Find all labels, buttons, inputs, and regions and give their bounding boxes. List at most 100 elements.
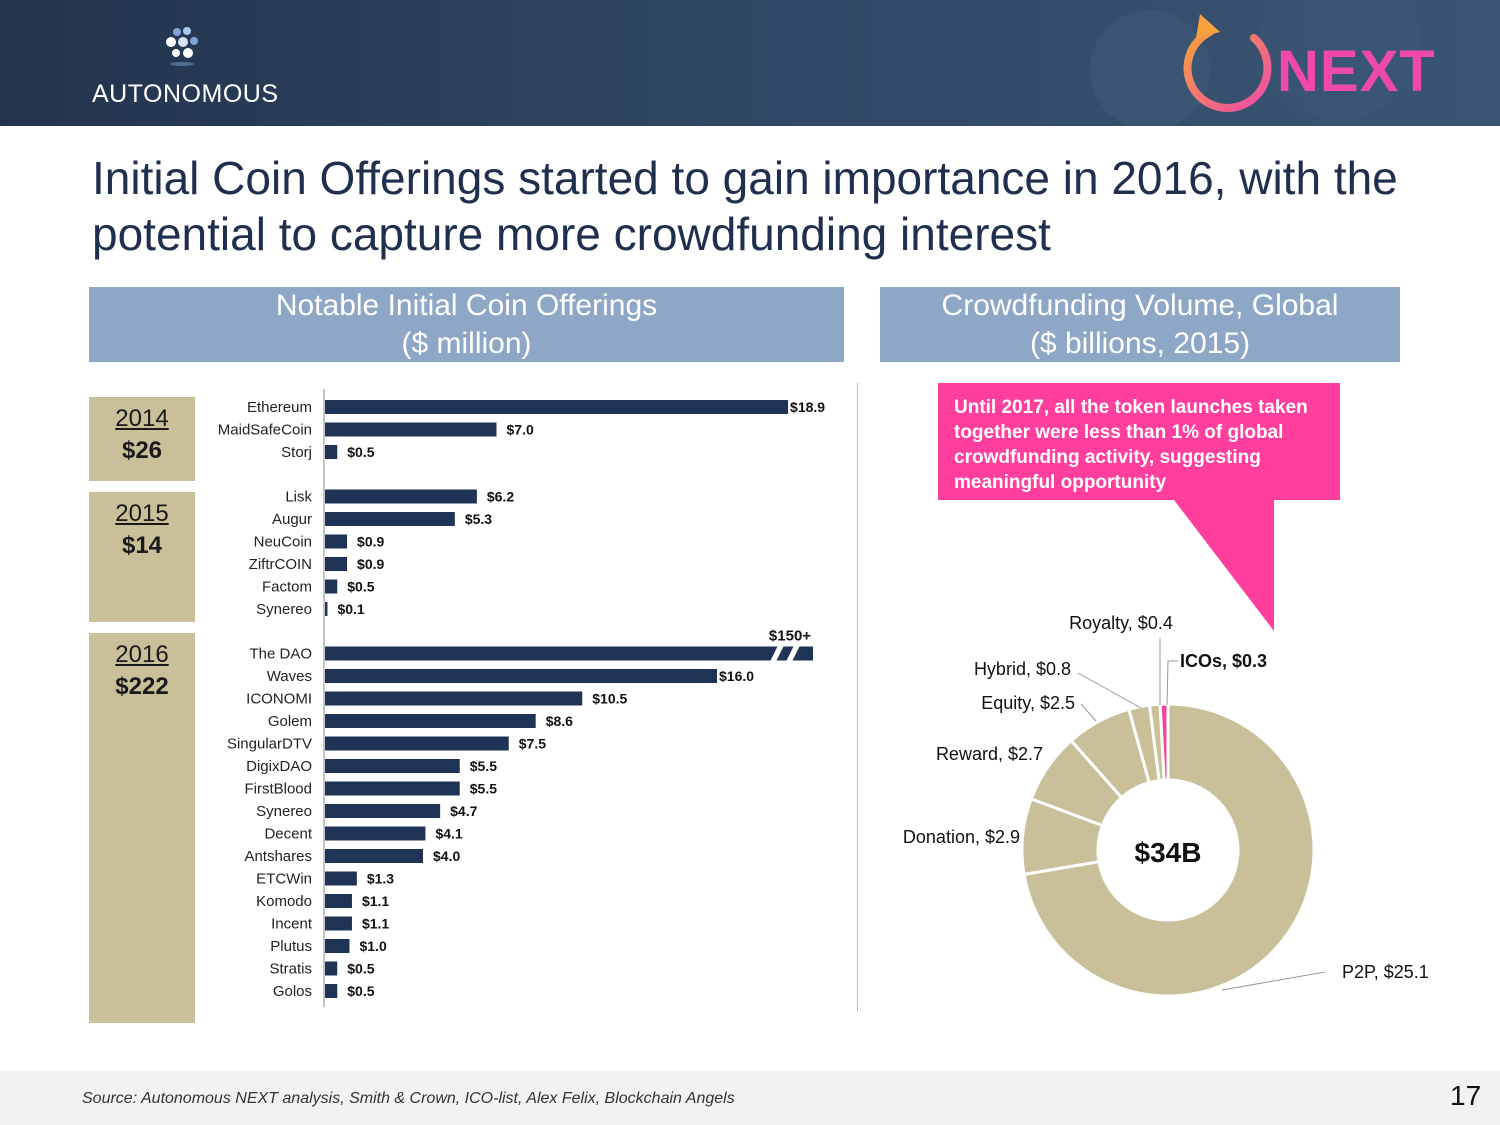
bar [325, 512, 455, 526]
bar [325, 534, 348, 549]
category-label: Golos [273, 983, 312, 1000]
center-label: $34B [1135, 837, 1202, 868]
category-label: SingularDTV [227, 736, 312, 753]
next-logo-icon [1183, 14, 1272, 112]
bar [325, 939, 350, 953]
value-label: $16.0 [719, 668, 754, 684]
bar [325, 984, 338, 998]
bar [325, 759, 460, 773]
year-box-2016: 2016 $222 [89, 633, 195, 1023]
right-panel-header: Crowdfunding Volume, Global ($ billions,… [880, 287, 1400, 362]
category-label: Decent [264, 826, 312, 843]
value-label: $5.5 [470, 781, 497, 797]
category-label: Synereo [256, 803, 312, 820]
break-mark [770, 645, 784, 662]
bar [325, 916, 352, 931]
category-label: Plutus [270, 938, 312, 955]
bar [325, 781, 460, 796]
page-number: 17 [1450, 1080, 1482, 1111]
bar [325, 961, 338, 976]
leader-line [1077, 672, 1142, 709]
bar [325, 714, 536, 728]
category-label: The DAO [249, 646, 312, 663]
category-label: Factom [262, 579, 312, 596]
pie-slice [1158, 702, 1170, 782]
value-label: $0.5 [347, 444, 374, 460]
year-label: 2014 [115, 405, 169, 432]
header-decoration [1090, 0, 1420, 126]
value-label: $7.5 [519, 736, 546, 752]
bar [325, 826, 426, 841]
value-label: $1.1 [362, 916, 389, 932]
category-label: Storj [281, 444, 312, 461]
category-label: Golem [268, 713, 312, 730]
year-box-2014: 2014 $26 [89, 397, 195, 481]
break-mark [786, 645, 800, 662]
value-label: $150+ [769, 628, 811, 645]
slice-label: ICOs, $0.3 [1180, 651, 1267, 671]
category-label: ICONOMI [246, 691, 312, 708]
value-label: $5.5 [470, 758, 497, 774]
bar [325, 849, 423, 863]
bar [325, 646, 813, 661]
category-label: FirstBlood [244, 781, 312, 798]
category-label: Antshares [244, 848, 312, 865]
value-label: $0.9 [357, 556, 384, 572]
slice-label: Donation, $2.9 [903, 827, 1020, 847]
value-label: $4.7 [450, 803, 477, 819]
bar [325, 804, 441, 818]
left-panel-unit: ($ million) [401, 327, 532, 360]
value-label: $0.5 [347, 961, 374, 977]
footer-bar [0, 1071, 1500, 1125]
value-label: $0.1 [337, 601, 364, 617]
slice-label: Royalty, $0.4 [1069, 613, 1173, 633]
source-note: Source: Autonomous NEXT analysis, Smith … [82, 1090, 735, 1107]
brand-name: AUTONOMOUS [92, 80, 279, 108]
year-box-2015: 2015 $14 [89, 492, 195, 622]
value-label: $7.0 [507, 422, 534, 438]
bar [325, 894, 352, 908]
leader-line [1221, 971, 1326, 991]
bar [325, 691, 583, 706]
crowdfunding-donut-chart: $34B P2P, $25.1 Donation, $2.9 Reward, $2.7… [903, 613, 1429, 998]
bar [325, 871, 357, 886]
category-label: Ethereum [247, 399, 312, 416]
value-label: $4.0 [433, 848, 460, 864]
value-label: $8.6 [546, 713, 573, 729]
year-label: 2015 [115, 500, 169, 527]
value-label: $0.5 [347, 983, 374, 999]
ico-bar-chart: Ethereum $18.9 MaidSafeCoin $7.0 Storj $0.5 Li… [218, 389, 825, 1007]
value-label: $4.1 [435, 826, 462, 842]
bar [325, 400, 789, 414]
category-label: NeuCoin [254, 534, 312, 551]
category-label: Incent [271, 916, 313, 933]
page-title: Initial Coin Offerings started to gain i… [92, 152, 1398, 260]
value-label: $1.1 [362, 893, 389, 909]
bar [325, 422, 497, 437]
value-label: $1.0 [360, 938, 387, 954]
panel-divider [857, 383, 858, 1011]
slice-label: Hybrid, $0.8 [974, 659, 1071, 679]
value-label: $0.9 [357, 534, 384, 550]
year-label: 2016 [115, 641, 169, 668]
category-label: Stratis [269, 961, 312, 978]
value-label: $6.2 [487, 489, 514, 505]
leader-line [1166, 660, 1178, 706]
category-label: ETCWin [256, 871, 312, 888]
bar [325, 602, 328, 616]
bar [325, 489, 477, 504]
slice-label: Equity, $2.5 [981, 693, 1075, 713]
year-total: $222 [115, 673, 169, 700]
slice-label: P2P, $25.1 [1342, 962, 1429, 982]
callout-shape [938, 383, 1340, 631]
bar [325, 579, 338, 594]
category-label: DigixDAO [246, 758, 312, 775]
right-panel-unit: ($ billions, 2015) [1029, 327, 1251, 360]
left-panel-title: Notable Initial Coin Offerings [275, 289, 658, 322]
value-label: $5.3 [465, 511, 492, 527]
category-label: Lisk [285, 489, 312, 506]
value-label: $18.9 [790, 399, 825, 415]
category-label: ZiftrCOIN [249, 556, 312, 573]
autonomous-logo-icon [166, 27, 198, 66]
category-label: Augur [272, 511, 312, 528]
